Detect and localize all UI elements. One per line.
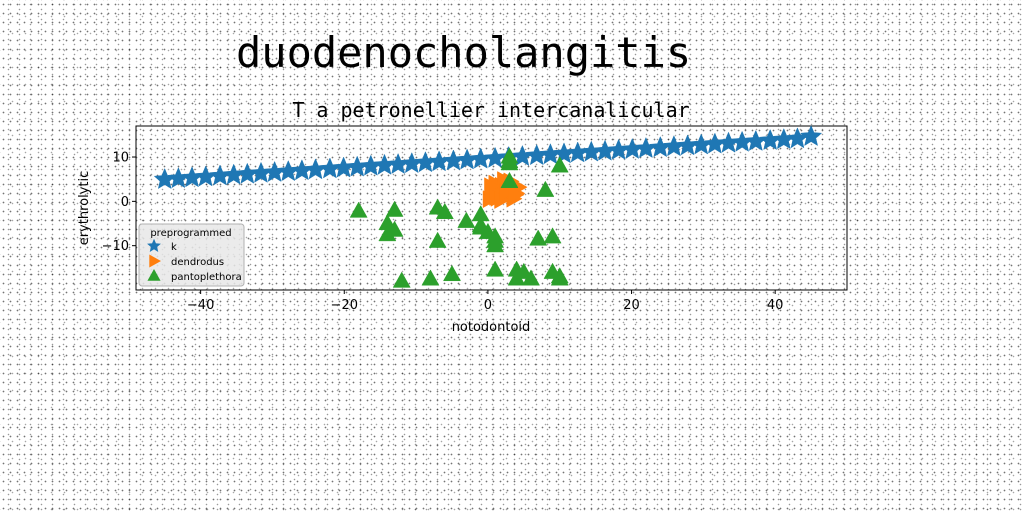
- x-tick-label: −40: [187, 298, 214, 313]
- data-point-dendrodus: [508, 185, 525, 204]
- x-tick-label: 20: [623, 298, 640, 313]
- legend-entries: k dendrodus pantoplethora: [147, 238, 242, 283]
- legend-label-k: k: [171, 242, 177, 253]
- data-point-k: [194, 165, 217, 187]
- x-axis-label: notodontoid: [452, 320, 531, 335]
- series-pantoplethora: [349, 147, 569, 288]
- data-point-pantoplethora: [536, 180, 555, 197]
- data-point-pantoplethora: [522, 269, 540, 286]
- data-point-pantoplethora: [486, 236, 505, 253]
- legend-title: preprogrammed: [150, 228, 231, 239]
- chart-title: T a petronellier intercanalicular: [292, 98, 689, 122]
- legend-box: [138, 223, 245, 287]
- x-tick-label: 40: [767, 298, 784, 313]
- data-point-pantoplethora: [486, 260, 505, 277]
- y-tick-label: 0: [121, 195, 129, 210]
- data-point-pantoplethora: [471, 216, 490, 233]
- legend-marker-pantoplethora: [147, 268, 161, 281]
- data-point-pantoplethora: [392, 271, 411, 288]
- figure-title: duodenocholangitis: [236, 28, 692, 77]
- series-dendrodus: [482, 171, 528, 209]
- y-tick-label: −10: [102, 239, 129, 254]
- data-point-pantoplethora: [457, 211, 476, 228]
- x-tick-label: −20: [331, 298, 358, 313]
- data-marks: [153, 124, 823, 288]
- plot-frame: [135, 125, 848, 291]
- data-point-pantoplethora: [500, 171, 519, 188]
- y-tick-label: 10: [112, 151, 129, 166]
- data-point-pantoplethora: [443, 264, 461, 282]
- data-point-pantoplethora: [550, 269, 569, 286]
- axis-ticks: −40 −20 0 20 40 10 0 −10: [102, 151, 784, 313]
- data-point-pantoplethora: [550, 156, 569, 173]
- legend-marker-dendrodus: [149, 254, 162, 268]
- series-k: [153, 124, 823, 190]
- data-point-pantoplethora: [385, 220, 404, 237]
- legend: preprogrammed k dendrodus pantoplethora: [138, 223, 245, 287]
- data-point-pantoplethora: [435, 202, 454, 219]
- x-tick-label: 0: [484, 298, 492, 313]
- data-point-pantoplethora: [349, 201, 368, 218]
- data-point-pantoplethora: [385, 200, 404, 217]
- data-point-pantoplethora: [500, 151, 519, 169]
- data-point-k: [427, 150, 451, 172]
- data-point-pantoplethora: [543, 227, 562, 244]
- data-point-pantoplethora: [421, 269, 440, 286]
- y-axis-label: erythrolytic: [77, 171, 92, 246]
- legend-marker-k: [147, 238, 161, 252]
- legend-label-pantoplethora: pantoplethora: [171, 272, 242, 283]
- data-point-pantoplethora: [428, 231, 447, 248]
- legend-label-dendrodus: dendrodus: [171, 257, 224, 268]
- data-point-k: [634, 136, 658, 159]
- data-point-k: [799, 124, 823, 147]
- data-point-pantoplethora: [529, 229, 548, 246]
